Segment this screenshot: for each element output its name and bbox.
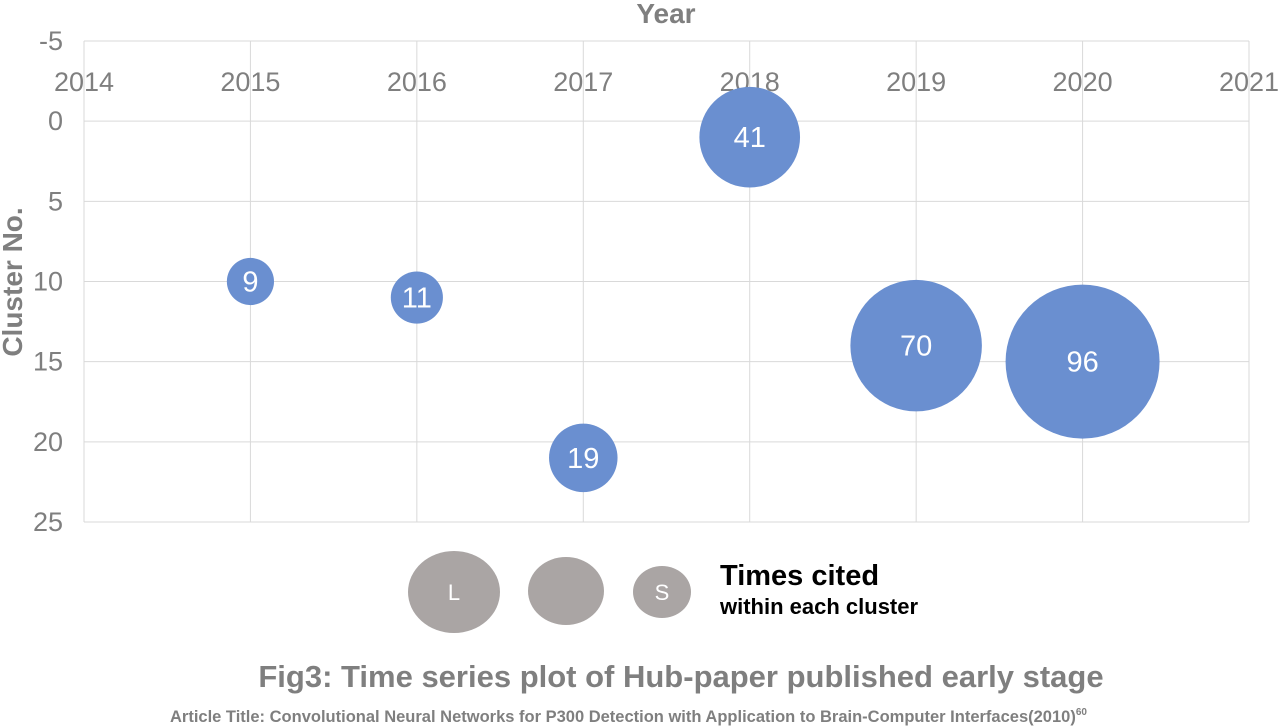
x-axis-ticks: 2014 2015 2016 2017 2018 2019 2020 2021 (54, 67, 1279, 97)
bubble (699, 86, 801, 188)
article-title-text: Article Title: Convolutional Neural Netw… (170, 708, 1076, 726)
legend-bubble-large (408, 551, 500, 633)
y-tick-label: 25 (33, 507, 63, 537)
legend-label-large: L (448, 580, 460, 605)
bubble (226, 257, 275, 306)
figure-caption: Fig3: Time series plot of Hub-paper publ… (258, 659, 1103, 694)
legend-label-small: S (655, 580, 670, 605)
bubble-value-label: 70 (900, 331, 932, 363)
bubbles: 9 11 19 41 70 96 (226, 86, 1160, 493)
bubble-value-label: 41 (734, 122, 766, 154)
article-title: Article Title: Convolutional Neural Netw… (170, 707, 1087, 726)
y-tick-label: 20 (33, 427, 63, 457)
article-ref: 60 (1076, 707, 1088, 718)
bubble (390, 271, 443, 324)
x-tick-label: 2017 (553, 67, 613, 97)
y-tick-label: 10 (33, 267, 63, 297)
y-tick-label: 0 (48, 106, 63, 136)
x-axis-title: Year (636, 0, 695, 29)
bubble-value-label: 96 (1066, 347, 1098, 379)
bubble-value-label: 11 (402, 283, 432, 315)
legend: L S Times cited within each cluster (408, 551, 918, 633)
y-tick-label: 5 (48, 186, 63, 216)
y-tick-label: 15 (33, 347, 63, 377)
bubble (1005, 284, 1160, 439)
bubble (850, 279, 982, 412)
bubble-value-label: 9 (242, 267, 258, 299)
y-tick-label: -5 (39, 26, 63, 56)
legend-subtitle: within each cluster (719, 594, 918, 619)
x-tick-label: 2016 (387, 67, 447, 97)
bubble-value-label: 19 (567, 443, 599, 475)
x-tick-label: 2015 (220, 67, 280, 97)
x-tick-label: 2021 (1219, 67, 1279, 97)
x-tick-label: 2019 (886, 67, 946, 97)
legend-bubble-small (633, 566, 691, 618)
bubble (549, 423, 618, 493)
x-tick-label: 2020 (1053, 67, 1113, 97)
y-axis-ticks: -5 0 5 10 15 20 25 (33, 26, 63, 537)
x-tick-label: 2014 (54, 67, 114, 97)
y-axis-title: Cluster No. (0, 207, 28, 356)
legend-title: Times cited (720, 560, 879, 592)
legend-bubble-medium (528, 557, 604, 625)
